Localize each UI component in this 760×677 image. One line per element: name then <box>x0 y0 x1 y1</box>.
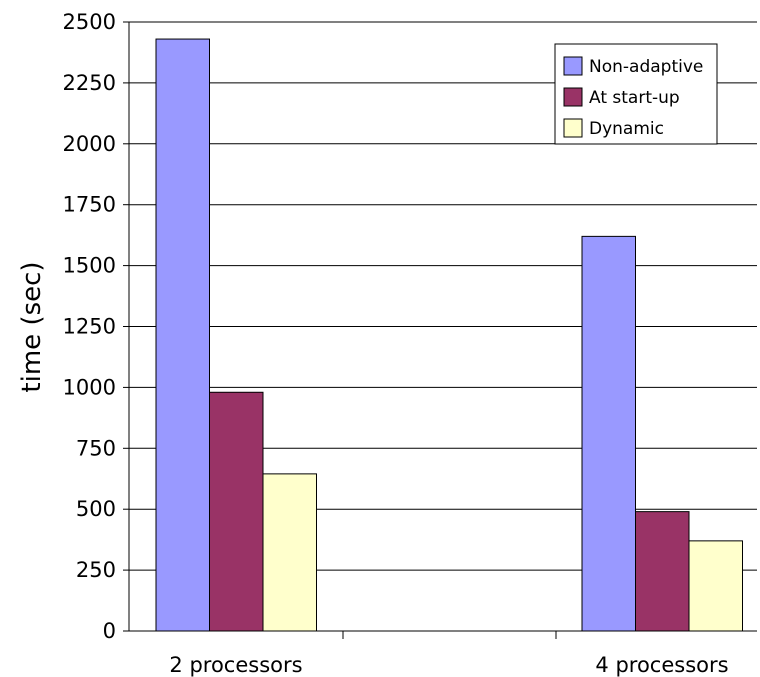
y-tick-labels: 0 250 500 750 1000 1250 1500 1750 2000 2250 2500 <box>63 10 116 643</box>
y-tick-label: 2250 <box>63 71 116 95</box>
y-tick-label: 2500 <box>63 10 116 34</box>
y-tick-label: 1250 <box>63 315 116 339</box>
legend: Non-adaptive At start-up Dynamic <box>554 43 718 145</box>
legend-label: Non-adaptive <box>589 57 703 77</box>
y-tick-label: 1750 <box>63 193 116 217</box>
bar-dynamic-1 <box>262 473 317 632</box>
bar-non-adaptive-1 <box>155 38 210 632</box>
y-tick-label: 2000 <box>63 132 116 156</box>
y-tick-label: 500 <box>76 497 116 521</box>
y-tick-label: 250 <box>76 558 116 582</box>
legend-label: At start-up <box>589 88 680 108</box>
x-category-labels: 2 processors 4 processors <box>169 653 728 677</box>
bar-dynamic-2 <box>688 540 743 632</box>
y-tick-label: 1500 <box>63 254 116 278</box>
bar-non-adaptive-2 <box>581 235 636 632</box>
legend-swatch <box>563 118 583 138</box>
bar-at-start-up-2 <box>635 511 690 632</box>
bar-at-start-up-1 <box>209 391 264 632</box>
legend-swatch <box>563 56 583 76</box>
legend-label: Dynamic <box>589 119 664 139</box>
y-tick-label: 750 <box>76 436 116 460</box>
legend-swatch <box>563 87 583 107</box>
x-category-label: 2 processors <box>169 653 302 677</box>
y-tick-label: 1000 <box>63 375 116 399</box>
y-axis-title: time (sec) <box>17 261 47 392</box>
x-category-label: 4 processors <box>595 653 728 677</box>
axes <box>123 21 757 639</box>
y-tick-label: 0 <box>103 619 116 643</box>
